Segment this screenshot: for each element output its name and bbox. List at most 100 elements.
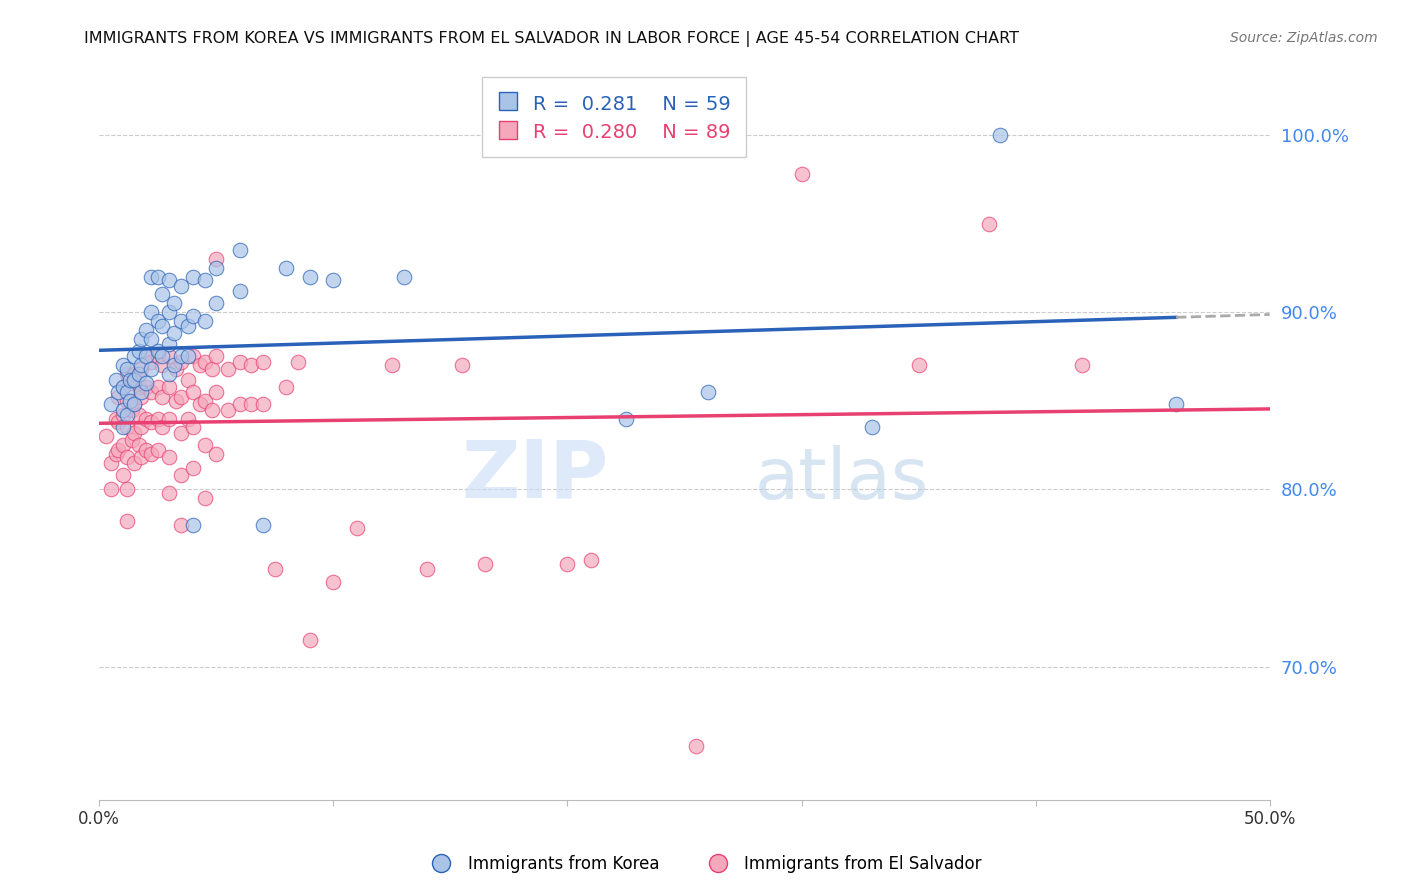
Point	[181, 517, 204, 532]
Point	[170, 390, 193, 404]
Point	[170, 350, 193, 364]
Point	[170, 355, 193, 369]
Point	[117, 408, 139, 422]
Point	[111, 379, 134, 393]
Point	[790, 167, 813, 181]
Point	[181, 461, 204, 475]
Point	[117, 483, 139, 497]
Point	[124, 425, 146, 440]
Point	[131, 390, 153, 404]
Point	[170, 425, 193, 440]
Point	[181, 350, 204, 364]
Point	[188, 359, 211, 373]
Point	[152, 420, 174, 434]
Point	[118, 372, 141, 386]
Point	[166, 362, 188, 376]
Point	[263, 562, 285, 576]
Point	[131, 450, 153, 465]
Point	[990, 128, 1012, 142]
Point	[111, 402, 134, 417]
Point	[205, 260, 228, 275]
Point	[181, 309, 204, 323]
Point	[139, 447, 162, 461]
Point	[1164, 397, 1187, 411]
Point	[163, 296, 186, 310]
Point	[117, 420, 139, 434]
Point	[139, 305, 162, 319]
Point	[135, 379, 157, 393]
Point	[139, 269, 162, 284]
Point	[121, 376, 143, 390]
Point	[298, 269, 321, 284]
Point	[159, 486, 181, 500]
Point	[346, 521, 368, 535]
Point	[181, 384, 204, 399]
Point	[146, 350, 169, 364]
Point	[100, 397, 122, 411]
Point	[474, 557, 496, 571]
Point	[111, 420, 134, 434]
Point	[128, 438, 150, 452]
Point	[128, 379, 150, 393]
Point	[252, 397, 274, 411]
Point	[107, 415, 129, 429]
Point	[193, 438, 215, 452]
Point	[139, 332, 162, 346]
Point	[205, 350, 228, 364]
Point	[111, 408, 134, 422]
Point	[135, 411, 157, 425]
Point	[146, 269, 169, 284]
Point	[146, 379, 169, 393]
Point	[416, 562, 439, 576]
Point	[205, 447, 228, 461]
Point	[276, 379, 298, 393]
Point	[170, 278, 193, 293]
Point	[205, 384, 228, 399]
Point	[111, 359, 134, 373]
Point	[104, 447, 127, 461]
Legend: R =  0.281    N = 59, R =  0.280    N = 89: R = 0.281 N = 59, R = 0.280 N = 89	[482, 78, 747, 157]
Point	[322, 574, 344, 589]
Point	[228, 284, 250, 298]
Point	[163, 359, 186, 373]
Point	[177, 319, 200, 334]
Point	[152, 319, 174, 334]
Point	[131, 420, 153, 434]
Point	[217, 362, 239, 376]
Point	[124, 368, 146, 382]
Point	[152, 350, 174, 364]
Point	[128, 344, 150, 359]
Point	[139, 415, 162, 429]
Point	[104, 411, 127, 425]
Point	[124, 372, 146, 386]
Point	[159, 350, 181, 364]
Point	[557, 557, 579, 571]
Text: IMMIGRANTS FROM KOREA VS IMMIGRANTS FROM EL SALVADOR IN LABOR FORCE | AGE 45-54 : IMMIGRANTS FROM KOREA VS IMMIGRANTS FROM…	[84, 31, 1019, 47]
Point	[860, 420, 883, 434]
Point	[170, 517, 193, 532]
Point	[135, 376, 157, 390]
Point	[614, 411, 637, 425]
Point	[117, 514, 139, 528]
Point	[111, 468, 134, 483]
Point	[228, 397, 250, 411]
Point	[193, 314, 215, 328]
Point	[193, 355, 215, 369]
Point	[117, 362, 139, 376]
Point	[135, 350, 157, 364]
Point	[131, 384, 153, 399]
Point	[124, 397, 146, 411]
Point	[131, 362, 153, 376]
Point	[177, 350, 200, 364]
Point	[392, 269, 415, 284]
Point	[124, 456, 146, 470]
Point	[135, 443, 157, 458]
Point	[322, 273, 344, 287]
Point	[252, 355, 274, 369]
Point	[193, 393, 215, 408]
Point	[111, 379, 134, 393]
Point	[200, 402, 222, 417]
Point	[121, 402, 143, 417]
Point	[107, 443, 129, 458]
Point	[117, 384, 139, 399]
